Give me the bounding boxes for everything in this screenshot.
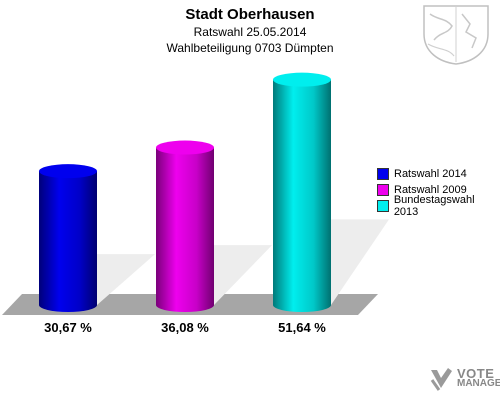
brand-line-vote: VOTE: [457, 366, 495, 381]
bar-top: [39, 164, 97, 179]
bar-ratswahl-2014: [39, 164, 97, 312]
bar-bundestagswahl-2013: [273, 72, 331, 312]
legend-swatch: [377, 168, 389, 180]
bar-top: [156, 140, 214, 155]
value-label-bundestagswahl-2013: 51,64 %: [278, 320, 326, 335]
legend-label: Bundestagswahl 2013: [393, 194, 475, 218]
brand-line-manager: MANAGER: [457, 378, 500, 389]
bar-body: [39, 171, 97, 312]
vote-manager-logo: VOTE MANAGER: [428, 366, 500, 392]
vote-manager-logo-icon: [430, 368, 452, 391]
value-label-ratswahl-2009: 36,08 %: [161, 320, 209, 335]
value-label-ratswahl-2014: 30,67 %: [44, 320, 92, 335]
legend-item-ratswahl-2009: Ratswahl 2009: [377, 182, 500, 198]
bar-body: [156, 147, 214, 312]
chart-header: Stadt Oberhausen Ratswahl 25.05.2014 Wah…: [0, 6, 500, 56]
legend-label: Ratswahl 2009: [394, 184, 467, 196]
bar-ratswahl-2009: [156, 140, 214, 312]
chart-title: Stadt Oberhausen: [185, 6, 315, 23]
legend-swatch: [377, 200, 389, 212]
legend-swatch: [377, 184, 389, 196]
chart-legend: Ratswahl 2014 Ratswahl 2009 Bundestagswa…: [377, 166, 500, 218]
chart-subtitle-district: Wahlbeteiligung 0703 Dümpten: [166, 41, 334, 55]
bar-top: [273, 72, 331, 87]
legend-item-bundestagswahl-2013: Bundestagswahl 2013: [377, 194, 500, 218]
coat-of-arms-icon: [423, 5, 489, 65]
bar-body: [273, 79, 331, 312]
legend-item-ratswahl-2014: Ratswahl 2014: [377, 166, 500, 182]
legend-label: Ratswahl 2014: [394, 168, 467, 180]
chart-subtitle-election: Ratswahl 25.05.2014: [193, 25, 307, 39]
